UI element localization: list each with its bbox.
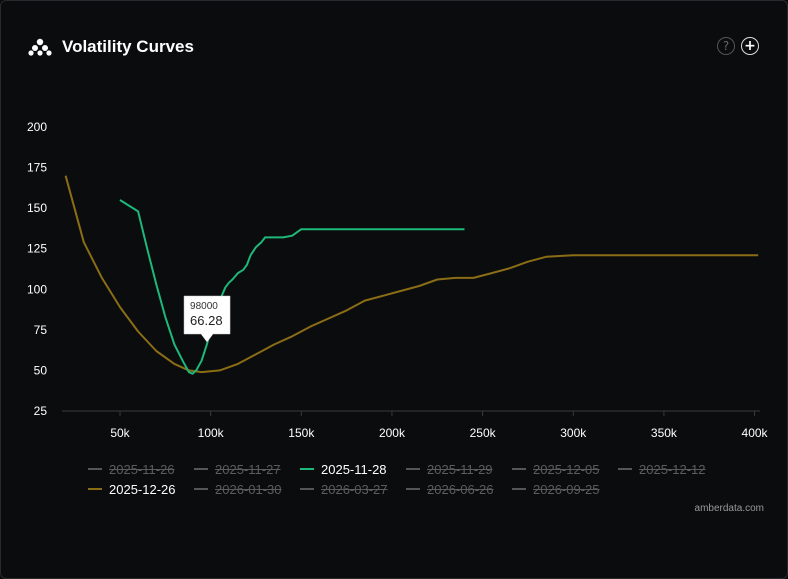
x-tick-label: 400k	[742, 426, 769, 440]
x-tick-label: 350k	[651, 426, 678, 440]
y-tick-label: 25	[34, 404, 48, 418]
legend-swatch	[512, 488, 526, 490]
legend-item-2025-11-28[interactable]: 2025-11-28	[300, 459, 406, 479]
chart-legend: 2025-11-26 2025-11-27 2025-11-28 2025-11-29…	[88, 459, 768, 499]
credit-text: amberdata.com	[694, 503, 764, 514]
legend-swatch	[88, 488, 102, 490]
legend-item-2025-12-26[interactable]: 2025-12-26	[88, 479, 194, 499]
legend-label: 2026-06-26	[427, 481, 494, 497]
x-tick-label: 50k	[110, 426, 130, 440]
legend-item-2025-11-26[interactable]: 2025-11-26	[88, 459, 194, 479]
x-tick-label: 300k	[560, 426, 587, 440]
y-tick-label: 50	[34, 363, 48, 377]
series-line-2025-12-26	[64, 175, 759, 374]
y-tick-label: 200	[27, 120, 47, 134]
legend-label: 2025-11-28	[321, 461, 387, 477]
series-line-2025-11-28	[119, 199, 465, 375]
legend-swatch	[194, 488, 208, 490]
legend-swatch	[88, 468, 102, 470]
x-tick-label: 100k	[198, 426, 225, 440]
volatility-logo-icon	[28, 38, 52, 56]
y-tick-label: 125	[27, 242, 47, 256]
legend-swatch	[406, 488, 420, 490]
legend-swatch	[618, 468, 632, 470]
x-tick-label: 150k	[288, 426, 315, 440]
widget-title: Volatility Curves	[62, 37, 194, 56]
legend-swatch	[512, 468, 526, 470]
legend-label: 2026-01-30	[215, 481, 282, 497]
legend-row: 2025-11-26 2025-11-27 2025-11-28 2025-11-29…	[88, 459, 768, 479]
y-tick-label: 175	[27, 161, 47, 175]
tooltip-box	[183, 295, 231, 343]
legend-row: 2025-12-26 2026-01-30 2026-03-27 2026-06-26…	[88, 479, 768, 499]
legend-item-2026-06-26[interactable]: 2026-06-26	[406, 479, 512, 499]
legend-item-2025-12-05[interactable]: 2025-12-05	[512, 459, 618, 479]
help-icon[interactable]: ?	[717, 37, 735, 55]
legend-label: 2025-12-05	[533, 461, 600, 477]
x-tick-label: 200k	[379, 426, 406, 440]
legend-label: 2025-12-12	[639, 461, 706, 477]
add-icon[interactable]: +	[741, 37, 759, 55]
legend-item-2025-11-27[interactable]: 2025-11-27	[194, 459, 300, 479]
legend-label: 2026-09-25	[533, 481, 600, 497]
legend-item-2026-09-25[interactable]: 2026-09-25	[512, 479, 618, 499]
legend-swatch	[194, 468, 208, 470]
legend-label: 2025-12-26	[109, 481, 176, 497]
legend-swatch	[300, 488, 314, 490]
legend-label: 2025-11-26	[109, 461, 175, 477]
legend-label: 2026-03-27	[321, 481, 388, 497]
legend-item-2025-11-29[interactable]: 2025-11-29	[406, 459, 512, 479]
x-tick-label: 250k	[470, 426, 497, 440]
legend-label: 2025-11-27	[215, 461, 281, 477]
legend-item-2026-01-30[interactable]: 2026-01-30	[194, 479, 300, 499]
y-tick-label: 75	[34, 323, 48, 337]
legend-swatch	[300, 468, 314, 470]
widget-header: Volatility Curves	[28, 37, 194, 57]
legend-item-2025-12-12[interactable]: 2025-12-12	[618, 459, 724, 479]
y-tick-label: 150	[27, 201, 47, 215]
tooltip-strike: 98000	[190, 301, 218, 312]
legend-item-2026-03-27[interactable]: 2026-03-27	[300, 479, 406, 499]
legend-label: 2025-11-29	[427, 461, 493, 477]
y-tick-label: 100	[27, 282, 47, 296]
legend-swatch	[406, 468, 420, 470]
tooltip-value: 66.28	[190, 313, 223, 328]
